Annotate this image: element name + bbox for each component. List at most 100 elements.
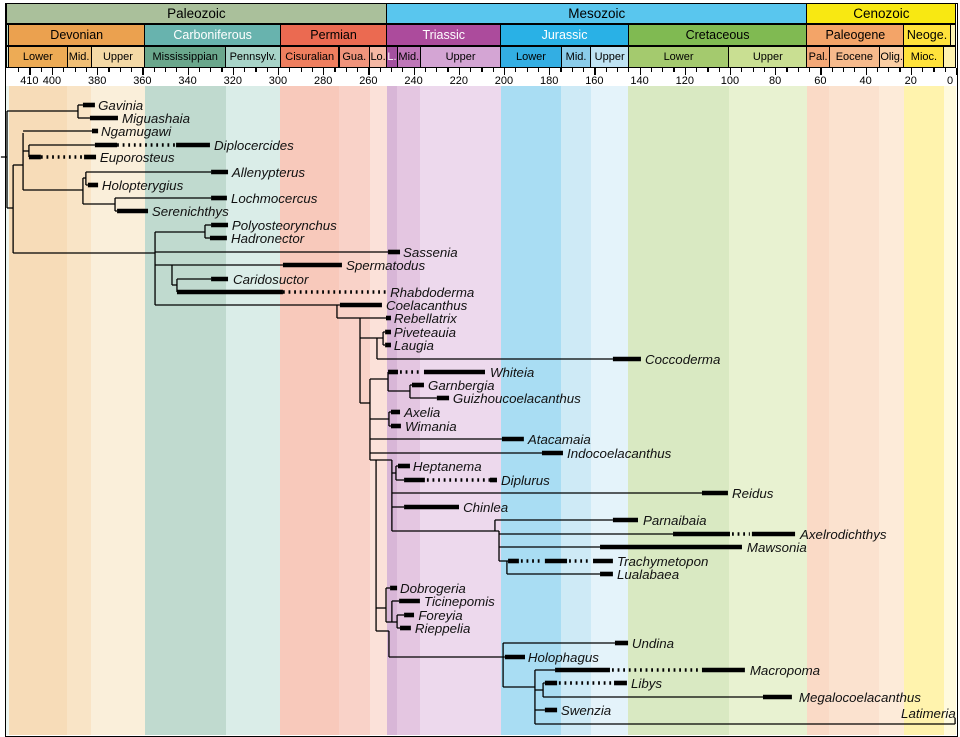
period-cell-sliver	[949, 24, 957, 46]
epoch-cell-Eocene: Eocene	[828, 46, 880, 68]
minor-tick-245	[402, 68, 404, 72]
band-Upper	[91, 86, 145, 735]
minor-tick-190	[526, 68, 528, 72]
minor-tick-405	[40, 68, 42, 72]
major-tick-180	[549, 68, 551, 75]
minor-tick-350	[164, 68, 167, 72]
major-tick-280	[323, 68, 325, 75]
taxon-label-Axelia: Axelia	[403, 405, 440, 420]
taxon-label-Parnaibaia: Parnaibaia	[643, 513, 707, 528]
minor-tick-105	[718, 68, 720, 72]
minor-tick-375	[108, 68, 110, 72]
axis-label-80: 80	[769, 75, 782, 87]
major-tick-320	[232, 68, 234, 75]
band-Pal.	[806, 86, 830, 735]
major-tick-200	[503, 68, 506, 75]
era-cell-Paleozoic: Paleozoic	[5, 3, 388, 24]
taxon-label-Gavinia: Gavinia	[98, 98, 143, 113]
taxon-label-Latimeria: Latimeria	[901, 706, 956, 721]
minor-tick-370	[119, 68, 121, 72]
axis-label-140: 140	[630, 75, 649, 87]
band-Mississippian	[144, 86, 226, 735]
taxon-label-Axelrodichthys: Axelrodichthys	[799, 527, 887, 542]
taxon-label-Holopterygius: Holopterygius	[102, 178, 184, 193]
epoch-cell-Pennsylv.: Pennsylv.	[225, 46, 281, 68]
axis-label-220: 220	[449, 75, 468, 87]
minor-tick-355	[153, 68, 155, 72]
minor-tick-30	[888, 68, 890, 72]
taxon-label-Heptanema: Heptanema	[413, 459, 482, 474]
band-Upper	[420, 86, 501, 735]
taxon-label-Diplocercides: Diplocercides	[214, 138, 294, 153]
taxon-label-Serenichthys: Serenichthys	[152, 204, 229, 219]
axis-label-340: 340	[178, 75, 197, 87]
period-cell-Devonian: Devonian	[8, 24, 146, 46]
minor-tick-250	[390, 68, 393, 72]
axis-label-200: 200	[494, 75, 514, 87]
major-tick-60	[820, 68, 822, 75]
minor-tick-210	[481, 68, 483, 72]
minor-tick-55	[831, 68, 833, 72]
axis-label-0: 0	[946, 75, 954, 87]
major-tick-300	[277, 68, 280, 75]
taxon-label-Caridosuctor: Caridosuctor	[233, 272, 309, 287]
minor-tick-170	[571, 68, 573, 72]
band-Pennsylv.	[225, 86, 281, 735]
major-tick-160	[594, 68, 596, 75]
minor-tick-145	[628, 68, 630, 72]
epoch-cell-Pal.: Pal.	[806, 46, 830, 68]
band-Mid.	[397, 86, 421, 735]
taxon-label-Diplurus: Diplurus	[501, 473, 550, 488]
period-cell-Triassic: Triassic	[386, 24, 502, 46]
axis-label-380: 380	[87, 75, 107, 87]
minor-tick-25	[899, 68, 901, 72]
minor-tick-135	[650, 68, 653, 72]
minor-tick-185	[537, 68, 540, 72]
taxon-label-Miguashaia: Miguashaia	[122, 111, 190, 126]
minor-tick-155	[605, 68, 607, 72]
band-Mioc.	[903, 86, 944, 735]
taxon-label-Dobrogeria: Dobrogeria	[400, 581, 466, 596]
minor-tick-75	[786, 68, 788, 72]
period-cell-Paleogene: Paleogene	[806, 24, 905, 46]
axis-label-410: 410	[20, 75, 39, 87]
taxon-label-Undina: Undina	[632, 636, 674, 651]
epoch-cell-Lower: Lower	[8, 46, 68, 68]
major-tick-260	[368, 68, 370, 75]
minor-tick-335	[198, 68, 201, 72]
major-tick-100	[729, 68, 732, 75]
minor-tick-10	[933, 68, 935, 72]
taxon-label-Trachymetopon: Trachymetopon	[617, 554, 708, 569]
axis-label-60: 60	[814, 75, 827, 87]
band-Lower	[500, 86, 562, 735]
axis-label-20: 20	[904, 75, 917, 87]
taxon-label-Sassenia: Sassenia	[403, 245, 458, 260]
taxon-label-Megalocoelacanthus: Megalocoelacanthus	[799, 690, 921, 705]
taxon-label-Piveteauia: Piveteauia	[394, 325, 456, 340]
epoch-cell-Mid.: Mid.	[560, 46, 592, 68]
minor-tick-270	[345, 68, 347, 72]
minor-tick-95	[741, 68, 743, 72]
band-sliver	[943, 86, 956, 735]
minor-tick-345	[176, 68, 178, 72]
minor-tick-5	[944, 68, 946, 72]
band-Lower	[8, 86, 68, 735]
band-Gua.	[339, 86, 370, 735]
band-Olig.	[879, 86, 904, 735]
taxon-label-Rebellatrix: Rebellatrix	[394, 311, 458, 326]
major-tick-0	[955, 68, 958, 75]
taxon-label-Hadronector: Hadronector	[231, 231, 305, 246]
epoch-cell-Cisuralian: Cisuralian	[279, 46, 340, 68]
minor-tick-235	[424, 68, 427, 72]
minor-tick-310	[255, 68, 257, 72]
minor-tick-230	[436, 68, 438, 72]
minor-tick-365	[131, 68, 133, 72]
epoch-cell-Upper: Upper	[419, 46, 502, 68]
taxon-label-Macropoma: Macropoma	[750, 663, 820, 678]
period-cell-Permian: Permian	[279, 24, 388, 46]
taxon-label-Mawsonia: Mawsonia	[747, 540, 807, 555]
minor-tick-15	[922, 68, 924, 72]
taxon-label-Coelacanthus: Coelacanthus	[386, 298, 468, 313]
taxon-label-Garnbergia: Garnbergia	[428, 378, 495, 393]
